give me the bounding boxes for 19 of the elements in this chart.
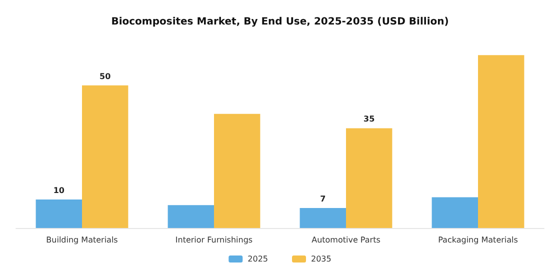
data-label: 7 xyxy=(320,194,326,204)
x-tick-label: Packaging Materials xyxy=(438,236,518,244)
bar xyxy=(36,199,82,228)
bar xyxy=(300,208,346,228)
x-tick-label: Automotive Parts xyxy=(312,236,380,244)
bar xyxy=(168,205,214,228)
bar xyxy=(478,55,524,228)
legend-label: 2035 xyxy=(311,254,332,264)
bar xyxy=(214,114,260,228)
bar xyxy=(82,85,128,228)
data-label: 35 xyxy=(364,114,376,124)
data-label: 50 xyxy=(100,72,112,81)
x-tick-label: Building Materials xyxy=(46,236,118,244)
data-label: 10 xyxy=(53,186,65,195)
bar xyxy=(346,128,392,228)
legend-label: 2025 xyxy=(248,254,268,264)
chart-title: Biocomposites Market, By End Use, 2025-2035 (USD Billion) xyxy=(111,16,449,28)
x-tick-label: Interior Furnishings xyxy=(175,236,253,244)
bar xyxy=(432,197,478,228)
